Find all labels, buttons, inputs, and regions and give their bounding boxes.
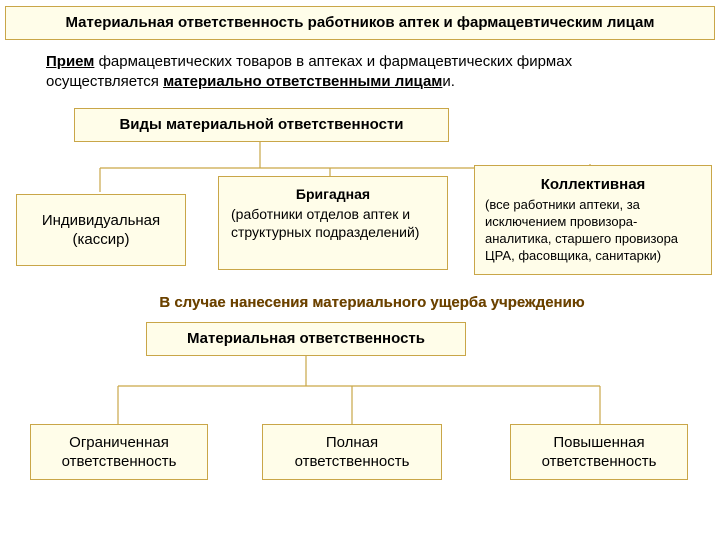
collective-title: Коллективная bbox=[485, 175, 701, 195]
full-resp-box: Полная ответственность bbox=[262, 424, 442, 480]
limited-resp-box: Ограниченная ответственность bbox=[30, 424, 208, 480]
resp-connectors bbox=[0, 354, 720, 426]
intro-tail: материально ответственными лицам bbox=[163, 73, 442, 90]
damage-line: В случае нанесения материального ущерба … bbox=[52, 294, 692, 311]
header-title: Материальная ответственность работников … bbox=[5, 6, 715, 40]
brigade-desc: (работники отделов аптек и структурных п… bbox=[231, 205, 435, 241]
damage-text: В случае нанесения материального ущерба … bbox=[159, 294, 584, 311]
types-title-text: Виды материальной ответственности bbox=[119, 115, 403, 135]
individual-box: Индивидуальная (кассир) bbox=[16, 194, 186, 266]
header-text: Материальная ответственность работников … bbox=[66, 13, 655, 33]
types-title-box: Виды материальной ответственности bbox=[74, 108, 449, 142]
material-resp-title: Материальная ответственность bbox=[187, 329, 425, 349]
high-resp-text: Повышенная ответственность bbox=[521, 433, 677, 472]
collective-box: Коллективная (все работники аптеки, за и… bbox=[474, 165, 712, 275]
individual-line2: (кассир) bbox=[42, 230, 160, 250]
intro-end: и. bbox=[442, 73, 455, 90]
limited-resp-text: Ограниченная ответственность bbox=[41, 433, 197, 472]
collective-desc: (все работники аптеки, за исключением пр… bbox=[485, 197, 701, 265]
individual-line1: Индивидуальная bbox=[42, 211, 160, 231]
brigade-box: Бригадная (работники отделов аптек и стр… bbox=[218, 176, 448, 270]
intro-paragraph: Прием фармацевтических товаров в аптеках… bbox=[46, 52, 686, 93]
intro-lead: Прием bbox=[46, 53, 94, 70]
material-resp-title-box: Материальная ответственность bbox=[146, 322, 466, 356]
high-resp-box: Повышенная ответственность bbox=[510, 424, 688, 480]
brigade-title: Бригадная bbox=[231, 185, 435, 203]
individual-content: Индивидуальная (кассир) bbox=[42, 211, 160, 250]
full-resp-text: Полная ответственность bbox=[273, 433, 431, 472]
